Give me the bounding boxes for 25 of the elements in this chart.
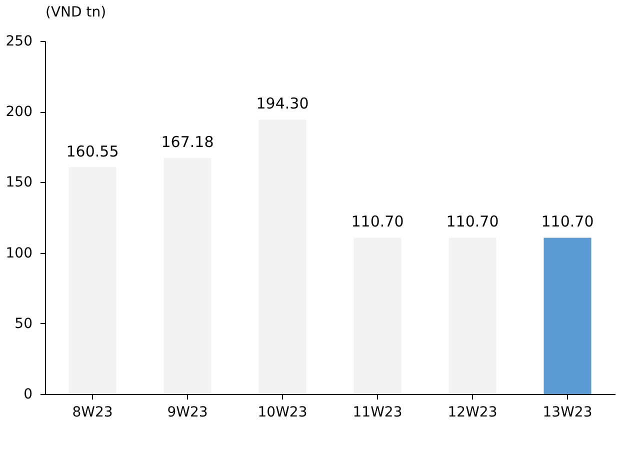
y-tick-label: 0 [24,386,32,402]
y-tick-label: 200 [6,104,32,120]
y-tick-label: 250 [6,34,32,50]
data-label: 110.70 [351,212,404,231]
x-tick-label: 10W23 [258,404,308,420]
x-tick-label: 9W23 [167,404,208,420]
y-axis-title: (VND tn) [46,4,106,20]
data-label: 194.30 [256,94,309,113]
x-tick-label: 12W23 [448,404,498,420]
data-label: 167.18 [161,132,214,151]
y-tick-label: 50 [14,316,32,332]
y-tick-label: 150 [6,174,32,191]
bar [448,238,496,394]
bar [354,238,402,394]
x-tick-label: 11W23 [352,404,402,420]
x-tick-label: 8W23 [72,404,113,420]
data-label: 160.55 [66,142,119,160]
y-tick-label: 100 [6,245,32,262]
data-label: 110.70 [446,212,499,231]
data-label: 110.70 [541,212,594,231]
bar [544,238,592,394]
x-tick-label: 13W23 [542,404,592,420]
bar [258,120,306,394]
bar [164,158,212,394]
bar [68,167,116,394]
